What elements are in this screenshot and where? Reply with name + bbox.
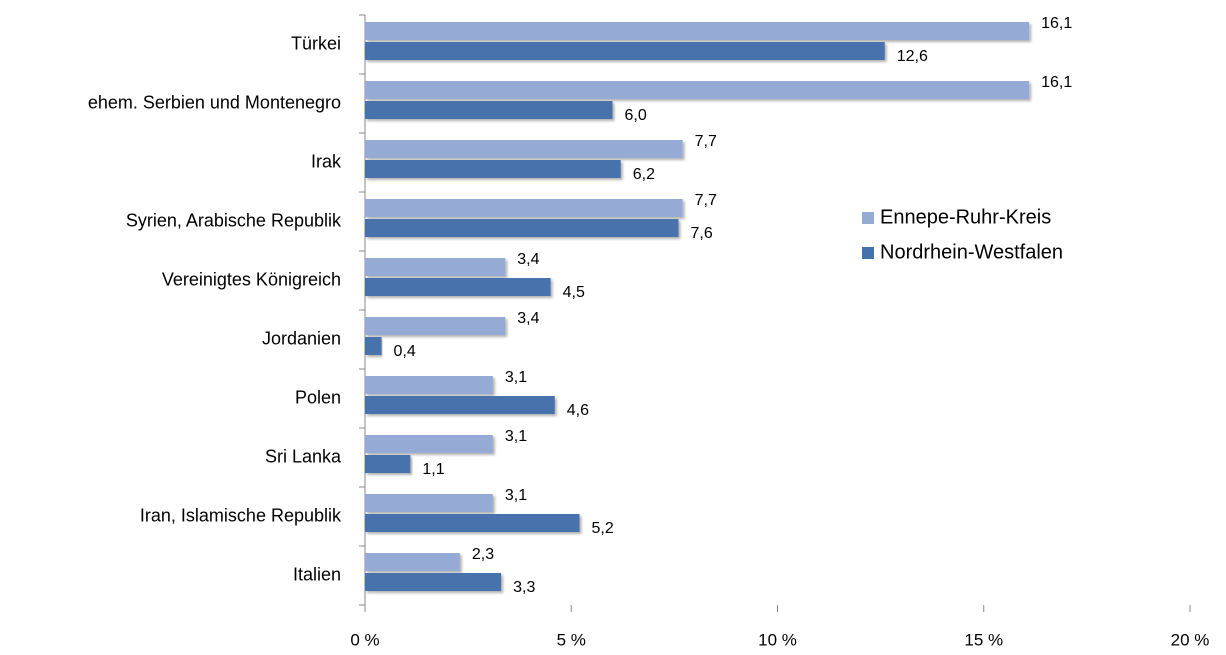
x-tick-label: 5 %	[557, 630, 586, 649]
category-label: Sri Lanka	[265, 446, 342, 466]
bar	[365, 435, 493, 453]
value-label: 6,0	[625, 107, 647, 124]
bar	[365, 160, 621, 178]
bar	[365, 278, 551, 296]
bar	[365, 337, 382, 355]
x-tick-label: 10 %	[758, 630, 797, 649]
value-label: 2,3	[472, 546, 494, 563]
category-label: Italien	[293, 564, 341, 584]
bar	[365, 514, 580, 532]
bar	[365, 494, 493, 512]
value-label: 3,1	[505, 369, 527, 386]
value-label: 3,1	[505, 428, 527, 445]
category-label: Syrien, Arabische Republik	[126, 210, 342, 230]
bar	[365, 553, 460, 571]
value-label: 16,1	[1041, 74, 1072, 91]
legend-swatch	[862, 212, 874, 224]
x-tick-label: 15 %	[964, 630, 1003, 649]
category-label: Iran, Islamische Republik	[140, 505, 342, 525]
bar	[365, 396, 555, 414]
value-label: 3,3	[513, 579, 535, 596]
category-label: Polen	[295, 387, 341, 407]
bar	[365, 573, 502, 591]
category-label: ehem. Serbien und Montenegro	[88, 92, 341, 112]
bar	[365, 81, 1030, 99]
category-label: Türkei	[291, 33, 341, 53]
bar	[365, 22, 1030, 40]
category-label: Jordanien	[262, 328, 341, 348]
bar	[365, 140, 683, 158]
bar	[365, 199, 683, 217]
bar	[365, 317, 506, 335]
value-label: 16,1	[1041, 15, 1072, 32]
bar	[365, 219, 679, 237]
x-tick-label: 20 %	[1171, 630, 1210, 649]
value-label: 7,7	[695, 192, 717, 209]
legend-swatch	[862, 247, 874, 259]
category-label: Vereinigtes Königreich	[162, 269, 341, 289]
bar	[365, 258, 506, 276]
bar	[365, 101, 613, 119]
x-tick-label: 0 %	[350, 630, 379, 649]
value-label: 5,2	[592, 520, 614, 537]
value-label: 6,2	[633, 166, 655, 183]
value-label: 4,5	[563, 284, 585, 301]
bar	[365, 42, 885, 60]
value-label: 7,6	[691, 225, 713, 242]
value-label: 0,4	[394, 343, 416, 360]
bar	[365, 376, 493, 394]
value-label: 4,6	[567, 402, 589, 419]
value-label: 7,7	[695, 133, 717, 150]
bar	[365, 455, 411, 473]
value-label: 3,1	[505, 487, 527, 504]
legend-label: Ennepe-Ruhr-Kreis	[880, 206, 1051, 228]
value-label: 3,4	[517, 251, 539, 268]
value-label: 12,6	[897, 48, 928, 65]
value-label: 1,1	[422, 461, 444, 478]
category-label: Irak	[311, 151, 342, 171]
value-label: 3,4	[517, 310, 539, 327]
legend-label: Nordrhein-Westfalen	[880, 241, 1063, 263]
